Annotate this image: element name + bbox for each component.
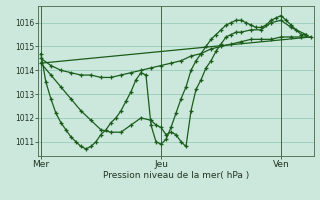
X-axis label: Pression niveau de la mer( hPa ): Pression niveau de la mer( hPa ): [103, 171, 249, 180]
